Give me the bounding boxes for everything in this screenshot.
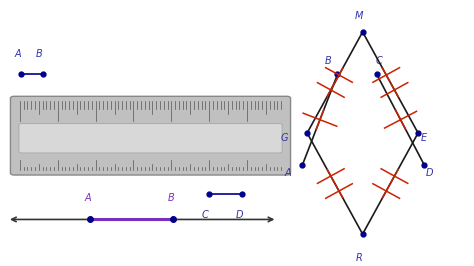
Text: G: G [281,133,288,143]
Text: B: B [325,56,332,66]
Text: D: D [236,210,244,220]
Text: D: D [426,168,433,178]
Text: A: A [84,193,91,203]
FancyBboxPatch shape [10,96,291,175]
Text: R: R [356,253,363,263]
Text: A: A [285,168,292,178]
Text: C: C [201,210,208,220]
Text: A: A [15,48,21,59]
Text: B: B [167,193,174,203]
Text: C: C [376,56,383,66]
FancyBboxPatch shape [19,124,282,153]
Text: E: E [421,133,427,143]
Text: M: M [355,11,364,21]
Text: B: B [36,48,43,59]
